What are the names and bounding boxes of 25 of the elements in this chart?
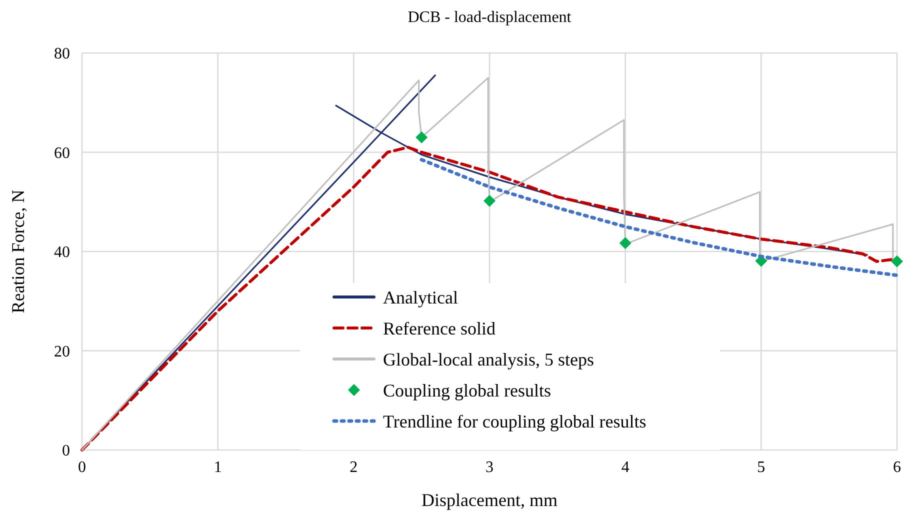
y-tick-label: 80 [54, 46, 70, 63]
y-tick-label: 0 [62, 442, 70, 460]
legend-label: Trendline for coupling global results [383, 411, 646, 432]
x-tick-label: 5 [757, 459, 766, 476]
x-tick-label: 6 [893, 459, 901, 476]
line-series [420, 158, 899, 278]
x-axis-title: Displacement, mm [422, 490, 558, 510]
point [484, 194, 496, 207]
x-tick-label: 3 [486, 459, 494, 476]
legend-label: Global-local analysis, 5 steps [383, 349, 594, 370]
chart-title: DCB - load-displacement [408, 9, 572, 26]
y-axis-title: Reation Force, N [8, 190, 28, 314]
legend-label: Reference solid [383, 318, 496, 338]
legend-label: Analytical [383, 287, 458, 308]
y-tick-label: 60 [54, 144, 70, 162]
point [416, 131, 428, 144]
legend-label: Coupling global results [383, 380, 551, 400]
y-tick-label: 20 [54, 343, 70, 360]
x-tick-label: 1 [214, 459, 222, 476]
y-tick-label: 40 [54, 244, 70, 262]
x-tick-label: 4 [621, 459, 630, 476]
point [891, 255, 903, 268]
point [619, 237, 632, 250]
x-tick-label: 2 [350, 459, 358, 476]
x-tick-label: 0 [78, 459, 86, 476]
